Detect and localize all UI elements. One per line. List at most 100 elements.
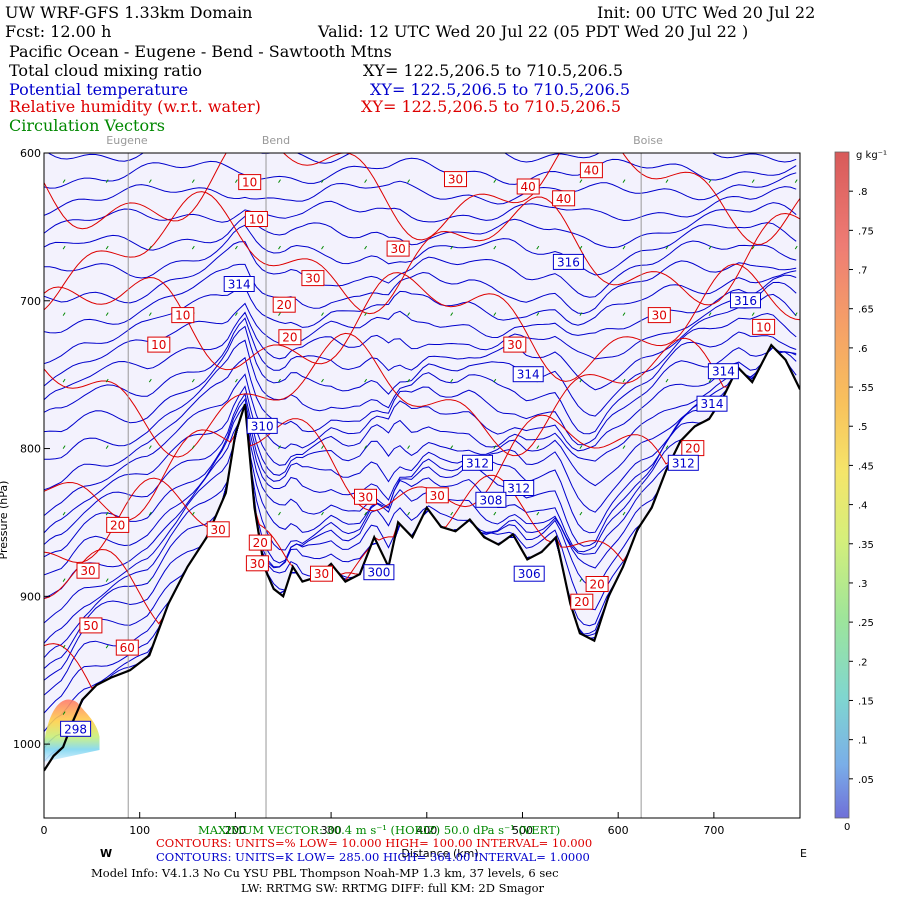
circulation-vector (148, 378, 152, 383)
circulation-vector (493, 511, 497, 516)
colorbar-tick-label: .65 (858, 305, 874, 316)
contour-label: 30 (448, 173, 463, 187)
circulation-vector (622, 378, 626, 383)
circulation-vector (321, 245, 324, 250)
colorbar-tick-label: .25 (858, 618, 874, 629)
colorbar-tick-label: .7 (858, 266, 868, 277)
circulation-vector (579, 378, 583, 383)
theta-contour-line (44, 346, 797, 576)
figure-title: UW WRF-GFS 1.33km Domain (5, 3, 252, 22)
circulation-vector (493, 378, 497, 383)
circulation-vector (536, 245, 540, 250)
contour-label: 312 (466, 456, 489, 470)
contour-label: 20 (282, 331, 297, 345)
plot-frame (43, 152, 801, 819)
contour-label-box (223, 276, 255, 292)
circulation-vectors (62, 179, 798, 715)
theta-contour-line (44, 346, 797, 491)
field-cloud-name: Total cloud mixing ratio (9, 61, 202, 80)
theta-contour-line (44, 346, 797, 534)
contour-label-box (516, 178, 540, 195)
circulation-vector (794, 179, 798, 183)
circulation-vector (708, 378, 712, 383)
y-axis-ticks: 600 700 800 900 1000 (13, 147, 50, 751)
contour-label-box (115, 639, 139, 656)
contour-label: 10 (756, 320, 771, 334)
contour-label-box (171, 307, 195, 324)
header: UW WRF-GFS 1.33km Domain Init: 00 UTC We… (5, 3, 815, 135)
contour-label-box (425, 487, 449, 504)
colorbar-tick-label: .55 (858, 383, 874, 394)
circulation-vector (407, 511, 411, 516)
colorbar: .8 .75 .7 .65 .6 .55 .5 .45 .4 .35 .3 .25 .2 .15 .1 .05… (834, 150, 887, 833)
circulation-vector (191, 511, 195, 516)
theta-contour-line (44, 346, 797, 545)
terrain-outline (44, 343, 800, 772)
circulation-vector (450, 312, 454, 316)
field-theta-xy: XY= 122.5,206.5 to 710.5,206.5 (370, 80, 630, 99)
field-cloud-xy: XY= 122.5,206.5 to 710.5,206.5 (363, 61, 623, 80)
x-tick-label: 400 (416, 824, 437, 837)
field-rh-xy: XY= 122.5,206.5 to 710.5,206.5 (361, 97, 621, 116)
contour-label-box (579, 162, 603, 179)
contour-label-box (552, 253, 584, 270)
contour-label: 30 (390, 242, 405, 256)
circulation-vector (407, 312, 411, 316)
colorbar-unit: g kg⁻¹ (856, 150, 887, 161)
circulation-vector (321, 179, 324, 183)
contour-label: 40 (584, 164, 599, 178)
circulation-vector (622, 179, 626, 183)
circulation-vector (450, 511, 454, 516)
colorbar-tick-label: .3 (858, 579, 868, 590)
circulation-vector (579, 245, 583, 250)
colorbar-zero-label: 0 (844, 822, 850, 833)
city-label-bend: Bend (262, 134, 290, 147)
contour-label-box (79, 617, 103, 634)
plot-content: 1010101020203030304040403030303030203050… (44, 153, 800, 818)
contour-label: 20 (110, 518, 125, 532)
circulation-vector (148, 511, 152, 516)
city-label-boise: Boise (633, 134, 663, 147)
contour-label: 30 (507, 338, 522, 352)
city-marker-lines (127, 153, 642, 818)
x-axis-west-label: W (100, 847, 112, 860)
circulation-vector (148, 312, 152, 316)
circulation-vector (62, 644, 66, 649)
contour-label: 300 (367, 566, 390, 580)
contour-label-box (244, 211, 268, 227)
circulation-vector (407, 445, 411, 449)
contour-label-box (570, 593, 594, 610)
circulation-vector (622, 245, 626, 250)
x-tick-label: 300 (321, 824, 342, 837)
contour-label: 60 (120, 641, 135, 655)
contour-label: 314 (712, 365, 735, 379)
contour-label: 30 (430, 489, 445, 503)
theta-contour-line (44, 312, 797, 433)
valid-time: Valid: 12 UTC Wed 20 Jul 22 (05 PDT Wed … (317, 22, 748, 41)
circulation-vector (62, 245, 66, 250)
colorbar-tick-label: .6 (858, 344, 868, 355)
colorbar-tick-label: .4 (858, 501, 868, 512)
theta-contours-text: CONTOURS: UNITS=K LOW= 285.00 HIGH= 364.… (156, 850, 590, 864)
circulation-vector (105, 245, 109, 250)
city-labels: Eugene Bend Boise (106, 134, 663, 147)
contour-label: 316 (557, 255, 580, 269)
colorbar-tick-label: .1 (858, 736, 868, 747)
contour-label-box (444, 171, 467, 188)
theta-contour-line (44, 281, 797, 401)
contour-label: 306 (518, 567, 541, 581)
circulation-vector (622, 511, 626, 516)
contour-label: 20 (277, 298, 292, 312)
circulation-vector (234, 245, 238, 250)
y-tick-label: 1000 (13, 738, 41, 751)
circulation-vector (665, 445, 669, 449)
contour-label-box (503, 336, 527, 353)
theta-contour-labels: 314 316 316 314 314 314 310 312 312 308 312 306 300 2… (60, 253, 761, 737)
contour-label: 50 (83, 619, 98, 633)
contour-label: 30 (652, 309, 667, 323)
atmosphere-fill (44, 153, 800, 771)
circulation-vector (62, 445, 66, 449)
x-tick-label: 600 (608, 824, 629, 837)
contour-label: 298 (64, 722, 87, 736)
circulation-vector (579, 511, 583, 516)
